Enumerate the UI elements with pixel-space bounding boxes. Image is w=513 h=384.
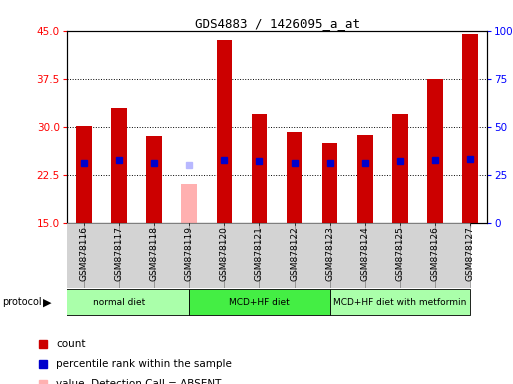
- Bar: [427, 79, 443, 223]
- Text: MCD+HF diet: MCD+HF diet: [229, 298, 290, 307]
- Text: GSM878122: GSM878122: [290, 226, 299, 281]
- Text: GSM878124: GSM878124: [360, 226, 369, 281]
- Text: GSM878118: GSM878118: [150, 226, 159, 281]
- Text: count: count: [56, 339, 86, 349]
- Bar: [260, 223, 294, 288]
- Bar: [49, 290, 189, 315]
- Bar: [287, 132, 303, 223]
- Text: GSM878121: GSM878121: [255, 226, 264, 281]
- Bar: [294, 223, 329, 288]
- Text: GSM878127: GSM878127: [465, 226, 475, 281]
- Bar: [329, 223, 365, 288]
- Bar: [435, 223, 470, 288]
- Bar: [322, 143, 338, 223]
- Text: MCD+HF diet with metformin: MCD+HF diet with metformin: [333, 298, 466, 307]
- Bar: [462, 34, 478, 223]
- Text: GSM878116: GSM878116: [80, 226, 89, 281]
- Bar: [400, 223, 435, 288]
- Bar: [154, 223, 189, 288]
- Bar: [251, 114, 267, 223]
- Bar: [357, 135, 372, 223]
- Text: ▶: ▶: [44, 297, 52, 308]
- Bar: [189, 290, 329, 315]
- Bar: [84, 223, 119, 288]
- Text: normal diet: normal diet: [93, 298, 145, 307]
- Text: percentile rank within the sample: percentile rank within the sample: [56, 359, 232, 369]
- Bar: [49, 223, 84, 288]
- Text: GSM878125: GSM878125: [395, 226, 404, 281]
- Bar: [392, 114, 408, 223]
- Title: GDS4883 / 1426095_a_at: GDS4883 / 1426095_a_at: [194, 17, 360, 30]
- Bar: [111, 108, 127, 223]
- Text: GSM878126: GSM878126: [430, 226, 439, 281]
- Text: GSM878123: GSM878123: [325, 226, 334, 281]
- Text: value, Detection Call = ABSENT: value, Detection Call = ABSENT: [56, 379, 222, 384]
- Bar: [216, 40, 232, 223]
- Bar: [146, 136, 162, 223]
- Bar: [329, 290, 470, 315]
- Bar: [225, 223, 260, 288]
- Bar: [119, 223, 154, 288]
- Bar: [365, 223, 400, 288]
- Bar: [189, 223, 225, 288]
- Text: protocol: protocol: [3, 297, 42, 308]
- Bar: [182, 184, 198, 223]
- Text: GSM878120: GSM878120: [220, 226, 229, 281]
- Bar: [76, 126, 92, 223]
- Text: GSM878119: GSM878119: [185, 226, 194, 281]
- Text: GSM878117: GSM878117: [115, 226, 124, 281]
